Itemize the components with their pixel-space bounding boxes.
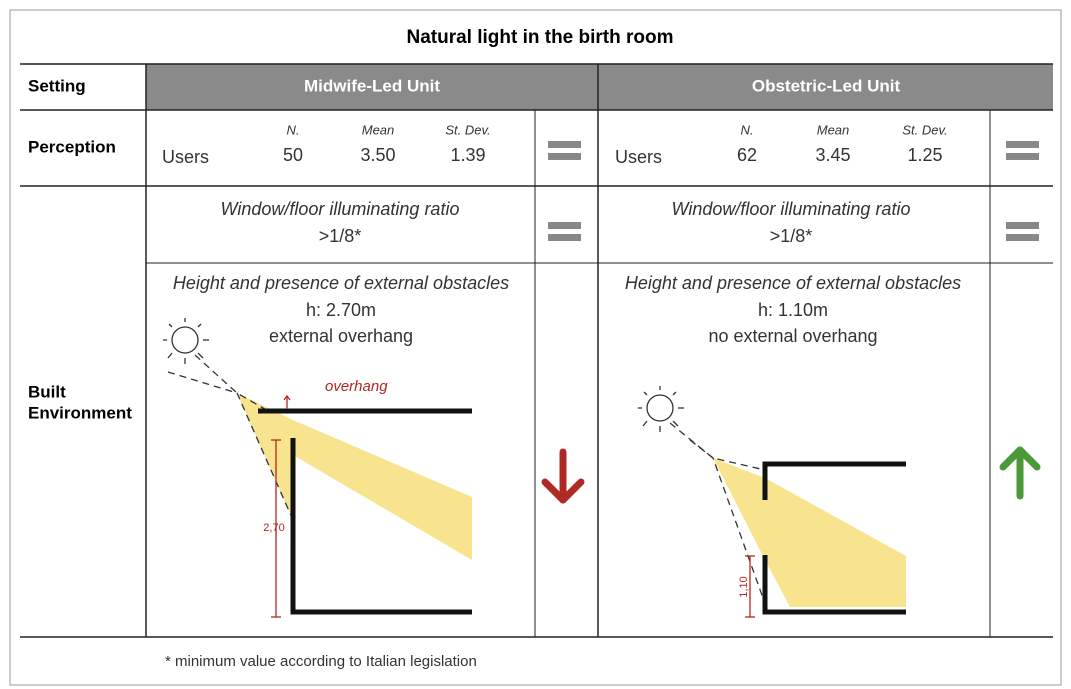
- column-header: Midwife-Led Unit: [304, 76, 440, 95]
- criterion-label: Window/floor illuminating ratio: [221, 199, 460, 219]
- stat-header: St. Dev.: [902, 122, 947, 137]
- footnote: * minimum value according to Italian leg…: [165, 653, 477, 670]
- group-label: Users: [615, 147, 662, 167]
- criterion-label: Height and presence of external obstacle…: [625, 273, 961, 293]
- setting-label: Setting: [28, 76, 86, 95]
- stat-header: N.: [741, 122, 754, 137]
- stat-header: St. Dev.: [445, 122, 490, 137]
- stat-value: 3.50: [360, 145, 395, 165]
- stat-value: 3.45: [815, 145, 850, 165]
- stat-value: 62: [737, 145, 757, 165]
- table-grid: [20, 63, 1053, 638]
- stat-value: 50: [283, 145, 303, 165]
- criterion-value: external overhang: [269, 326, 413, 346]
- criterion-value: >1/8*: [319, 226, 362, 246]
- up-arrow: [999, 446, 1041, 500]
- dimension-label: 1,10: [738, 576, 750, 597]
- row-label: Perception: [28, 137, 116, 156]
- dimension-label: 2,70: [263, 522, 284, 534]
- column-header: Obstetric-Led Unit: [752, 76, 901, 95]
- stat-header: Mean: [817, 122, 850, 137]
- table-title: Natural light in the birth room: [406, 27, 673, 48]
- sketch-label: overhang: [325, 378, 388, 395]
- header-band: [146, 64, 1053, 110]
- stat-value: 1.39: [450, 145, 485, 165]
- equal-icon: [548, 141, 1039, 241]
- sketch-midwife: overhang 2,70: [163, 318, 472, 618]
- criterion-value: no external overhang: [708, 326, 877, 346]
- group-label: Users: [162, 147, 209, 167]
- stat-value: 1.25: [907, 145, 942, 165]
- criterion-value: h: 2.70m: [306, 300, 376, 320]
- row-label: Built: [28, 382, 66, 401]
- row-label: Environment: [28, 403, 132, 422]
- criterion-value: h: 1.10m: [758, 300, 828, 320]
- sketch-obstetric: 1,10: [638, 386, 906, 618]
- stat-header: N.: [287, 122, 300, 137]
- criterion-value: >1/8*: [770, 226, 813, 246]
- criterion-label: Height and presence of external obstacle…: [173, 273, 509, 293]
- stat-header: Mean: [362, 122, 395, 137]
- down-arrow: [541, 448, 585, 504]
- criterion-label: Window/floor illuminating ratio: [672, 199, 911, 219]
